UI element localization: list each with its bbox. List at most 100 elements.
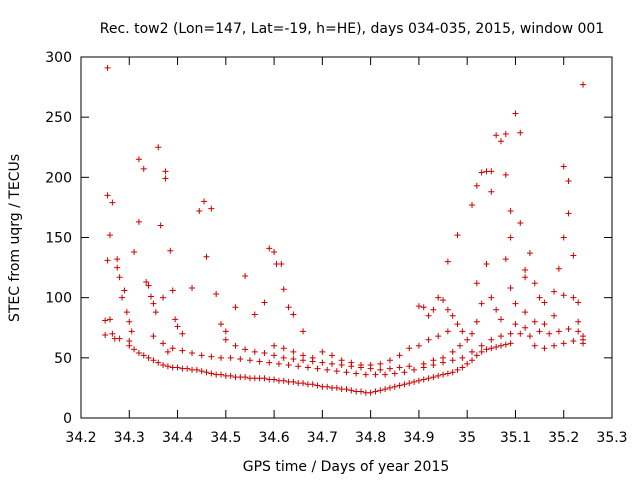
data-point [401, 369, 408, 376]
data-point [362, 371, 369, 378]
data-point [193, 366, 200, 373]
data-point [357, 388, 364, 395]
data-point [570, 294, 577, 301]
data-point [469, 202, 476, 209]
x-tick-label: 34.6 [259, 430, 290, 446]
data-point [348, 359, 355, 366]
data-point [160, 340, 167, 347]
data-point [580, 81, 587, 88]
data-point [198, 368, 205, 375]
data-point [275, 360, 282, 367]
data-point [541, 299, 548, 306]
data-point [493, 132, 500, 139]
data-point [522, 274, 529, 281]
data-point [435, 333, 442, 340]
data-point [551, 342, 558, 349]
data-point [280, 377, 287, 384]
data-point [324, 383, 331, 390]
data-point [135, 350, 142, 357]
data-point [415, 303, 422, 310]
data-point [372, 371, 379, 378]
data-point [517, 330, 524, 337]
data-point [396, 364, 403, 371]
x-tick-label: 34.9 [403, 430, 434, 446]
data-point [104, 64, 111, 71]
x-axis: 34.2 34.3 34.4 34.5 34.6 34.7 34.8 34.9 35 35.1 35… [65, 57, 628, 446]
data-point [237, 356, 244, 363]
data-point [300, 352, 307, 359]
data-point [184, 365, 191, 372]
y-tick-label: 250 [45, 110, 72, 126]
data-point [278, 260, 285, 267]
data-point [459, 328, 466, 335]
data-point [377, 387, 384, 394]
data-point [242, 273, 249, 280]
data-point [131, 248, 138, 255]
data-point [396, 382, 403, 389]
data-point [174, 323, 181, 330]
data-point [449, 348, 456, 355]
data-point [440, 371, 447, 378]
data-point [102, 331, 109, 338]
data-point [493, 344, 500, 351]
data-point [580, 336, 587, 343]
data-point [473, 352, 480, 359]
data-point [536, 294, 543, 301]
data-point [217, 321, 224, 328]
x-tick-label: 34.8 [355, 430, 386, 446]
data-point [203, 253, 210, 260]
data-point [126, 318, 133, 325]
data-point [440, 297, 447, 304]
data-point [401, 381, 408, 388]
data-point [444, 306, 451, 313]
data-point [382, 386, 389, 393]
data-point [386, 357, 393, 364]
data-point [575, 328, 582, 335]
data-point [386, 384, 393, 391]
data-point [531, 342, 538, 349]
data-point [444, 328, 451, 335]
data-point [454, 366, 461, 373]
data-point [290, 348, 297, 355]
data-point [531, 318, 538, 325]
data-point [266, 245, 273, 252]
data-point [507, 234, 514, 241]
data-point [488, 294, 495, 301]
data-point [169, 345, 176, 352]
data-point [179, 330, 186, 337]
data-point [469, 330, 476, 337]
data-point [430, 374, 437, 381]
x-axis-label: GPS time / Days of year 2015 [243, 459, 450, 475]
data-point [271, 376, 278, 383]
data-point [309, 381, 316, 388]
data-point [314, 365, 321, 372]
data-point [140, 165, 147, 172]
data-point [425, 312, 432, 319]
y-tick-label: 300 [45, 50, 72, 66]
data-point [507, 330, 514, 337]
data-point [473, 318, 480, 325]
data-point [493, 306, 500, 313]
data-point [222, 336, 229, 343]
data-point [357, 362, 364, 369]
data-point [502, 171, 509, 178]
data-point [464, 360, 471, 367]
data-point [526, 250, 533, 257]
x-tick-label: 34.7 [307, 430, 338, 446]
data-point [517, 129, 524, 136]
data-point [459, 354, 466, 361]
data-point [114, 264, 121, 271]
data-point [555, 265, 562, 272]
data-point [271, 352, 278, 359]
data-point [164, 363, 171, 370]
data-point [444, 370, 451, 377]
data-point [382, 371, 389, 378]
data-point [162, 168, 169, 175]
data-point [164, 348, 171, 355]
data-point [343, 369, 350, 376]
data-point [145, 354, 152, 361]
data-point [377, 360, 384, 367]
data-point [150, 333, 157, 340]
data-point [478, 342, 485, 349]
